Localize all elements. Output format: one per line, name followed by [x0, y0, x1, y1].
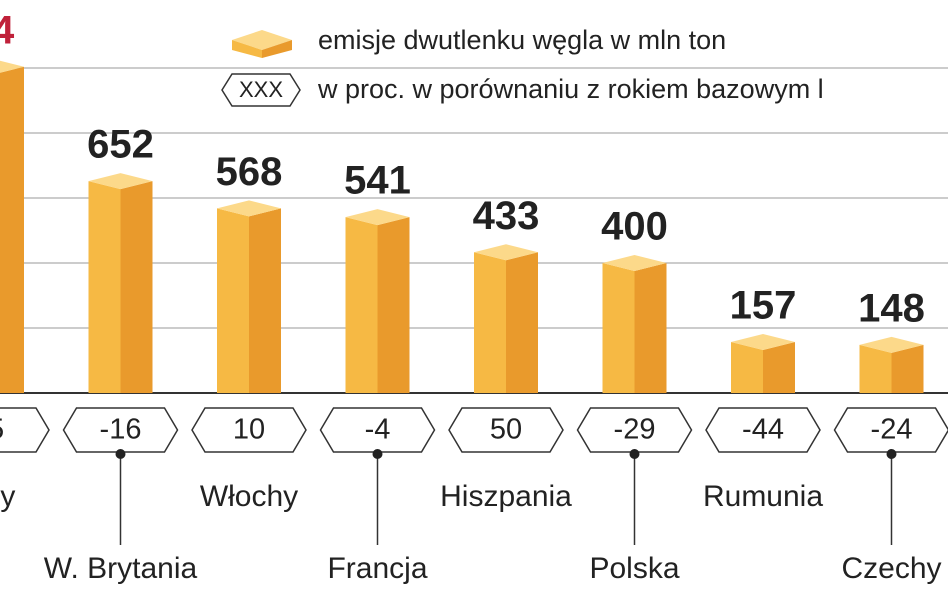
- category-label: Polska: [589, 552, 679, 585]
- value-label: 04: [0, 8, 15, 52]
- change-label: -24: [871, 414, 913, 446]
- bar-front-left: [217, 208, 249, 393]
- bar-front-right: [0, 67, 24, 393]
- category-label: ncy: [0, 480, 15, 513]
- category-label: Rumunia: [703, 480, 823, 513]
- bar: [217, 200, 281, 393]
- legend-badge-text: XXX: [239, 77, 283, 102]
- bar: [0, 59, 24, 393]
- legend: emisje dwutlenku węgla w mln ton XXX w p…: [222, 25, 824, 106]
- change-label: -44: [742, 414, 784, 446]
- bar: [474, 244, 538, 393]
- bar: [603, 255, 667, 393]
- bar: [89, 173, 153, 393]
- bar-front-left: [89, 181, 121, 393]
- leader-dot: [116, 449, 126, 459]
- change-label: 10: [233, 414, 265, 446]
- leader-dot: [373, 449, 383, 459]
- bar-front-left: [603, 263, 635, 393]
- value-label: 148: [858, 286, 925, 330]
- value-label: 157: [730, 284, 797, 328]
- category-label: W. Brytania: [44, 552, 198, 585]
- change-label: -4: [365, 414, 391, 446]
- category-label: Czechy: [841, 552, 941, 585]
- leader-dot: [887, 449, 897, 459]
- category-label: Francja: [327, 552, 427, 585]
- bar-front-right: [506, 252, 538, 393]
- value-label: 433: [473, 194, 540, 238]
- change-label: -29: [614, 414, 656, 446]
- leader-dot: [630, 449, 640, 459]
- category-label: Włochy: [200, 480, 298, 513]
- bar-front-right: [763, 342, 795, 393]
- change-label: 50: [490, 414, 522, 446]
- bar: [731, 334, 795, 393]
- bar: [860, 337, 924, 393]
- value-label: 568: [216, 150, 283, 194]
- value-label: 652: [87, 123, 154, 167]
- legend-badge-label: w proc. w porównaniu z rokiem bazowym l: [317, 74, 824, 104]
- value-label: 400: [601, 205, 668, 249]
- change-label: ,5: [0, 414, 4, 446]
- bar-front-left: [731, 342, 763, 393]
- category-label: Hiszpania: [440, 480, 572, 513]
- bar-front-right: [635, 263, 667, 393]
- bar-front-left: [474, 252, 506, 393]
- legend-label: emisje dwutlenku węgla w mln ton: [318, 25, 726, 55]
- change-label: -16: [100, 414, 142, 446]
- bar-front-right: [378, 217, 410, 393]
- bar-front-left: [346, 217, 378, 393]
- bar-front-right: [892, 345, 924, 393]
- bar-front-right: [249, 208, 281, 393]
- bar-front-right: [121, 181, 153, 393]
- bar-front-left: [860, 345, 892, 393]
- change-badge: [0, 408, 49, 452]
- value-label: 541: [344, 159, 411, 203]
- bar: [346, 209, 410, 393]
